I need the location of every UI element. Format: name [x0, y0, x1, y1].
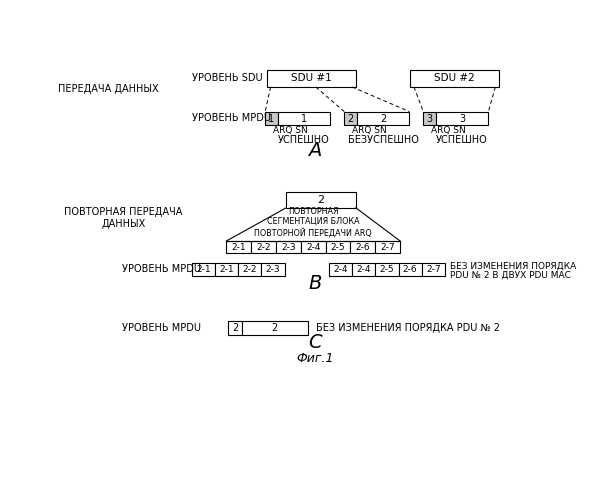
Text: 2-4: 2-4 [306, 242, 320, 252]
Text: БЕЗ ИЗМЕНЕНИЯ ПОРЯДКА PDU № 2: БЕЗ ИЗМЕНЕНИЯ ПОРЯДКА PDU № 2 [315, 323, 499, 333]
Text: УРОВЕНЬ MPDU: УРОВЕНЬ MPDU [122, 323, 201, 333]
Text: ПОВТОРНАЯ ПЕРЕДАЧА
ДАННЫХ: ПОВТОРНАЯ ПЕРЕДАЧА ДАННЫХ [64, 207, 183, 229]
Text: A: A [308, 142, 322, 161]
Bar [357, 112, 410, 126]
Text: 1: 1 [301, 114, 307, 124]
Text: SDU #2: SDU #2 [434, 74, 475, 84]
Text: 2-2: 2-2 [242, 265, 257, 274]
Text: 2: 2 [317, 195, 325, 205]
Bar [228, 321, 242, 335]
Bar [215, 264, 238, 276]
Text: 2-1: 2-1 [196, 265, 210, 274]
Bar [329, 264, 352, 276]
Text: УСПЕШНО: УСПЕШНО [278, 135, 330, 145]
Text: 2-5: 2-5 [379, 265, 394, 274]
Bar [242, 321, 308, 335]
Bar [261, 264, 285, 276]
Bar [238, 264, 261, 276]
Text: УРОВЕНЬ MPDU: УРОВЕНЬ MPDU [122, 264, 201, 274]
Bar [399, 264, 422, 276]
Text: 2-3: 2-3 [266, 265, 280, 274]
Bar [277, 112, 330, 126]
Bar [265, 112, 277, 126]
Bar [344, 112, 357, 126]
Text: ПЕРЕДАЧА ДАННЫХ: ПЕРЕДАЧА ДАННЫХ [58, 84, 158, 94]
Text: БЕЗ ИЗМЕНЕНИЯ ПОРЯДКА: БЕЗ ИЗМЕНЕНИЯ ПОРЯДКА [450, 262, 577, 271]
Text: SDU #1: SDU #1 [291, 74, 331, 84]
Text: 2: 2 [380, 114, 386, 124]
Text: УРОВЕНЬ SDU: УРОВЕНЬ SDU [192, 74, 262, 84]
Text: ARQ SN: ARQ SN [272, 126, 308, 136]
Bar [276, 241, 301, 254]
Bar [352, 264, 375, 276]
Text: ПОВТОРНАЯ
СЕГМЕНТАЦИЯ БЛОКА
ПОВТОРНОЙ ПЕРЕДАЧИ ARQ: ПОВТОРНАЯ СЕГМЕНТАЦИЯ БЛОКА ПОВТОРНОЙ ПЕ… [255, 206, 372, 238]
Text: БЕЗУСПЕШНО: БЕЗУСПЕШНО [347, 135, 418, 145]
Text: 2-1: 2-1 [231, 242, 246, 252]
Text: 2-6: 2-6 [403, 265, 418, 274]
Bar [423, 112, 435, 126]
Bar [226, 241, 252, 254]
Text: PDU № 2 В ДВУХ PDU МАС: PDU № 2 В ДВУХ PDU МАС [450, 270, 571, 280]
Text: УРОВЕНЬ MPDU: УРОВЕНЬ MPDU [192, 113, 271, 122]
Text: Фиг.1: Фиг.1 [296, 352, 333, 366]
Text: ARQ SN: ARQ SN [352, 126, 386, 136]
Text: 1: 1 [268, 114, 274, 124]
Bar [410, 70, 499, 87]
Text: 2-1: 2-1 [219, 265, 234, 274]
Bar [267, 70, 356, 87]
Text: 2-5: 2-5 [331, 242, 346, 252]
Text: 2-7: 2-7 [380, 242, 395, 252]
Text: B: B [308, 274, 322, 293]
Bar [301, 241, 326, 254]
Text: 2-4: 2-4 [333, 265, 347, 274]
Bar [326, 241, 351, 254]
Text: 2-3: 2-3 [281, 242, 296, 252]
Text: 3: 3 [459, 114, 465, 124]
Text: 2: 2 [271, 323, 277, 333]
Bar [192, 264, 215, 276]
Bar [435, 112, 488, 126]
Text: 2-7: 2-7 [426, 265, 441, 274]
Text: C: C [308, 333, 322, 352]
Text: 2-2: 2-2 [256, 242, 271, 252]
Text: 2: 2 [347, 114, 354, 124]
Bar [422, 264, 445, 276]
Bar [252, 241, 276, 254]
Text: 2: 2 [232, 323, 238, 333]
Bar [351, 241, 375, 254]
Text: УСПЕШНО: УСПЕШНО [436, 135, 488, 145]
Text: 3: 3 [426, 114, 432, 124]
Text: 2-6: 2-6 [355, 242, 370, 252]
Bar [286, 192, 356, 208]
Bar [375, 264, 399, 276]
Text: 2-4: 2-4 [356, 265, 371, 274]
Text: ARQ SN: ARQ SN [430, 126, 466, 136]
Bar [375, 241, 400, 254]
